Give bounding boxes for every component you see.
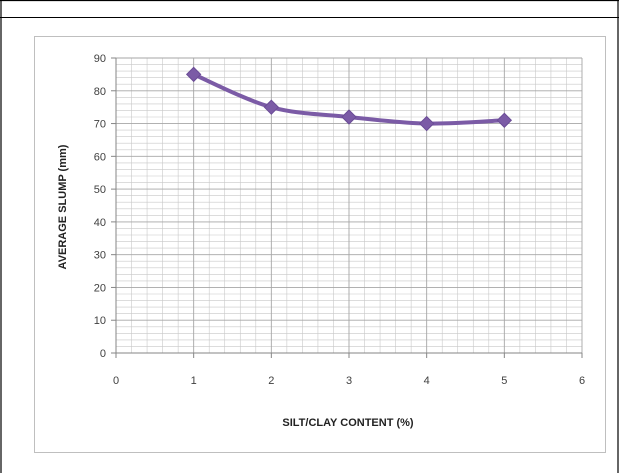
x-tick-label: 4 (424, 375, 430, 387)
y-tick-labels: 0 10 20 30 40 50 60 70 80 90 (94, 53, 106, 360)
data-point (418, 115, 435, 132)
axes (111, 57, 583, 358)
y-tick-label: 20 (94, 282, 106, 294)
x-tick-label: 1 (191, 375, 197, 387)
y-tick-label: 60 (94, 151, 106, 163)
y-axis-title: AVERAGE SLUMP (mm) (57, 144, 69, 269)
y-tick-label: 0 (100, 348, 106, 360)
x-tick-labels: 0 1 2 3 4 5 6 (113, 375, 585, 387)
x-tick-label: 0 (113, 375, 119, 387)
chart-area-border (34, 36, 606, 453)
y-tick-label: 70 (94, 119, 106, 131)
major-grid (116, 57, 583, 353)
y-tick-label: 40 (94, 217, 106, 229)
x-axis-title: SILT/CLAY CONTENT (%) (282, 417, 414, 429)
y-tick-label: 50 (94, 184, 106, 196)
data-point (263, 99, 280, 115)
x-tick-label: 5 (501, 375, 507, 387)
x-tick-label: 2 (268, 375, 274, 387)
data-point (341, 109, 357, 125)
y-tick-label: 90 (94, 53, 106, 65)
data-point (185, 66, 202, 83)
y-tick-label: 30 (94, 250, 106, 262)
x-tick-label: 6 (579, 375, 585, 387)
series-average-slump (185, 66, 513, 132)
data-point (496, 112, 513, 128)
y-tick-label: 80 (94, 86, 106, 98)
y-tick-label: 10 (94, 315, 106, 327)
x-tick-label: 3 (346, 375, 352, 387)
